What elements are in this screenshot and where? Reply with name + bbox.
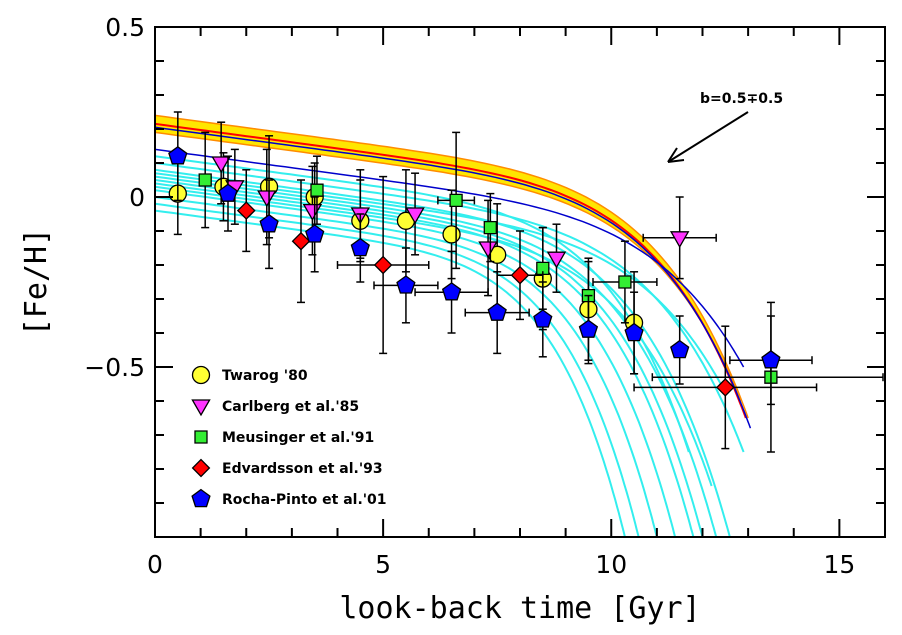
- y-tick-label: −0.5: [84, 353, 145, 382]
- legend-item-1: Twarog '80: [191, 365, 308, 385]
- x-tick-label: 0: [147, 550, 163, 579]
- legend-label-5: Rocha-Pinto et al.'01: [222, 492, 387, 508]
- legend-label-4: Edvardsson et al.'93: [222, 461, 383, 477]
- annotation-label: b=0.5∓0.5: [700, 91, 783, 107]
- legend-item-5: Rocha-Pinto et al.'01: [191, 488, 387, 508]
- data-point-5-3: [259, 213, 279, 233]
- data-point-5-11: [624, 322, 644, 342]
- model-lower-curve: [155, 148, 745, 368]
- data-point-5-7: [441, 282, 462, 301]
- data-point-3-4: [483, 220, 497, 235]
- x-tick-label: 5: [375, 550, 391, 579]
- model-band-upper-edge: [155, 114, 749, 419]
- cyan-model-curve-5: [155, 182, 695, 537]
- x-tick-label: 10: [595, 550, 627, 579]
- legend-marker-5: [191, 488, 211, 508]
- data-point-5-5: [350, 237, 370, 257]
- data-point-4-2: [291, 231, 311, 251]
- data-point-5-13: [761, 349, 781, 369]
- data-point-5-10: [578, 319, 599, 338]
- cyan-model-curve-12: [155, 185, 713, 487]
- series-4: [236, 169, 818, 450]
- axis-ticks: [154, 26, 886, 538]
- data-point-1-7: [442, 225, 461, 244]
- data-point-2-9: [669, 231, 690, 249]
- cyan-model-curve-10: [155, 172, 722, 385]
- data-point-3-7: [618, 275, 632, 289]
- annotation-arrow-head: [667, 147, 685, 163]
- legend-item-2: Carlberg et al.'85: [191, 399, 359, 417]
- legend-label-1: Twarog '80: [222, 368, 308, 384]
- legend-label-3: Meusinger et al.'91: [222, 430, 374, 446]
- annotation: b=0.5∓0.5: [667, 91, 783, 163]
- model-upper-curve: [155, 126, 752, 429]
- data-point-2-8: [546, 251, 567, 269]
- x-tick-label: 15: [823, 550, 855, 579]
- data-point-2-3: [257, 190, 277, 208]
- data-point-4-1: [236, 201, 256, 220]
- data-point-5-2: [218, 183, 238, 202]
- series-5: [168, 111, 813, 406]
- data-point-5-8: [487, 302, 507, 321]
- data-point-5-1: [168, 145, 188, 165]
- cyan-model-curve-4: [155, 179, 704, 537]
- data-point-3-1: [198, 173, 212, 187]
- data-point-4-4: [510, 265, 530, 285]
- data-point-4-5: [715, 378, 735, 397]
- legend-marker-1: [191, 365, 211, 385]
- x-axis-title: look-back time [Gyr]: [339, 591, 700, 626]
- axis-tick-labels: 0 5 10 15 0.5 0 −0.5: [84, 13, 855, 579]
- legend: Twarog '80 Carlberg et al.'85 Meusinger et…: [191, 365, 387, 508]
- legend-marker-4: [191, 458, 211, 478]
- legend-label-2: Carlberg et al.'85: [222, 399, 359, 415]
- data-point-3-3: [449, 193, 463, 208]
- y-tick-label: 0: [129, 183, 145, 212]
- y-tick-label: 0.5: [105, 13, 145, 42]
- data-point-2-6: [405, 207, 425, 225]
- data-point-5-6: [396, 275, 416, 294]
- data-point-4-3: [373, 255, 393, 275]
- series-2: [211, 121, 717, 297]
- legend-marker-3: [194, 430, 208, 444]
- annotation-arrow-shaft: [667, 111, 749, 163]
- data-point-3-5: [536, 261, 550, 276]
- data-point-5-9: [533, 309, 553, 328]
- data-points: [168, 111, 884, 453]
- legend-marker-2: [191, 399, 211, 417]
- legend-item-4: Edvardsson et al.'93: [191, 458, 383, 478]
- cyan-model-curve-11: [155, 155, 690, 453]
- data-point-2-7: [478, 241, 498, 259]
- data-point-3-2: [310, 183, 324, 197]
- data-point-5-12: [670, 339, 690, 359]
- data-point-2-1: [211, 156, 231, 174]
- data-point-5-4: [305, 224, 325, 243]
- y-axis-title: [Fe/H]: [19, 228, 54, 336]
- legend-item-3: Meusinger et al.'91: [194, 430, 374, 446]
